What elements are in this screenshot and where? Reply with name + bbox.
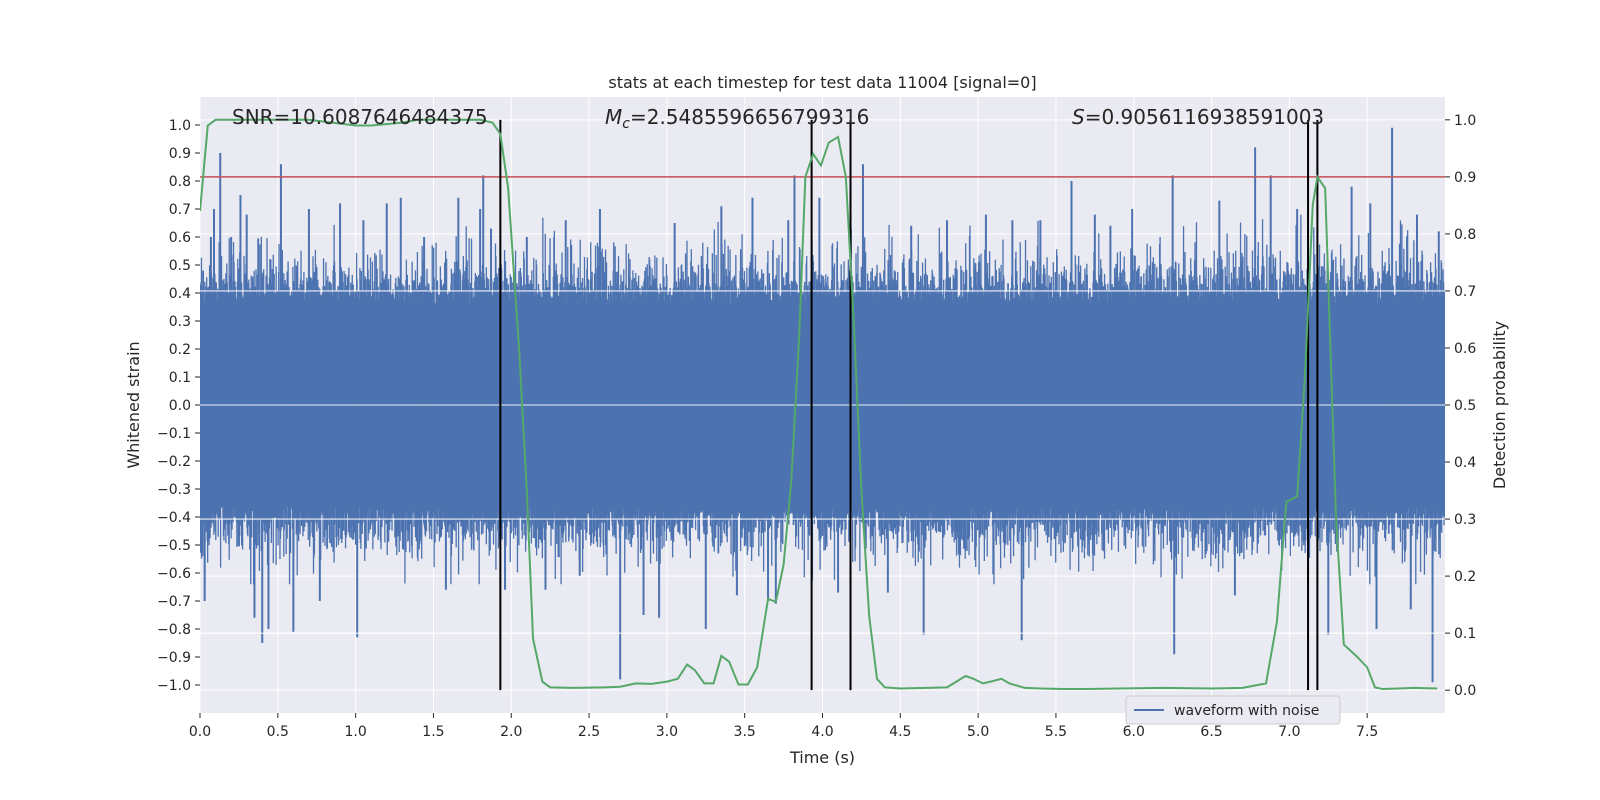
chirp-mass-subscript: c	[622, 116, 630, 132]
y-tick-label: 0.7	[169, 202, 191, 218]
legend-box	[1125, 695, 1341, 725]
x-tick-label: 5.5	[1045, 724, 1067, 740]
chirp-mass-annotation: Mc=2.5485596656799316	[605, 105, 869, 132]
x-tick-label: 6.0	[1123, 724, 1145, 740]
detection-probability-line	[200, 118, 1438, 691]
x-tick-label: 6.5	[1200, 724, 1222, 740]
x-tick-label: 2.5	[578, 724, 600, 740]
y-tick-label: 0.3	[169, 314, 191, 330]
s-symbol: S	[1072, 105, 1085, 129]
y-tick-label: 0.5	[169, 258, 191, 274]
overlay	[200, 118, 1445, 691]
y2-tick-label: 0.3	[1454, 512, 1476, 528]
y-tick-label: −0.5	[157, 538, 191, 554]
s-annotation: S=0.9056116938591003	[1072, 105, 1324, 129]
y-tick-label: −0.1	[157, 426, 191, 442]
x-tick-label: 2.0	[500, 724, 522, 740]
chirp-mass-symbol: M	[605, 105, 622, 129]
legend[interactable]: waveform with noise	[1125, 695, 1341, 725]
y2-tick-label: 0.8	[1454, 227, 1476, 243]
y-tick-label: 0.1	[169, 370, 191, 386]
y-tick-label: 0.8	[169, 174, 191, 190]
x-tick-label: 0.0	[189, 724, 211, 740]
y-tick-label: 0.2	[169, 342, 191, 358]
y-tick-label: −0.6	[157, 566, 191, 582]
y2-axis-label: Detection probability	[1490, 321, 1509, 489]
x-tick-label: 3.5	[734, 724, 756, 740]
annotations: SNR=10.6087646484375 Mc=2.54855966567993…	[232, 105, 1324, 132]
y-tick-label: −0.8	[157, 622, 191, 638]
y2-tick-label: 1.0	[1454, 113, 1476, 129]
chirp-mass-value: =2.5485596656799316	[630, 105, 869, 129]
y2-tick-label: 0.9	[1454, 170, 1476, 186]
y2-tick-label: 0.1	[1454, 626, 1476, 642]
y-tick-label: −0.3	[157, 482, 191, 498]
y2-tick-label: 0.4	[1454, 455, 1476, 471]
y-tick-label: −1.0	[157, 678, 191, 694]
y2-tick-label: 0.0	[1454, 683, 1476, 699]
x-axis-label: Time (s)	[789, 748, 855, 767]
y-tick-label: −0.7	[157, 594, 191, 610]
y-axis-label: Whitened strain	[124, 341, 143, 468]
y-tick-label: 1.0	[169, 118, 191, 134]
y-tick-label: −0.9	[157, 650, 191, 666]
y-tick-label: 0.0	[169, 398, 191, 414]
y-tick-label: −0.4	[157, 510, 191, 526]
x-tick-label: 4.5	[889, 724, 911, 740]
y2-tick-label: 0.5	[1454, 398, 1476, 414]
y2-tick-label: 0.7	[1454, 284, 1476, 300]
waveform-series	[200, 127, 1445, 683]
x-tick-label: 3.0	[656, 724, 678, 740]
y-tick-label: 0.6	[169, 230, 191, 246]
y-tick-label: −0.2	[157, 454, 191, 470]
snr-annotation: SNR=10.6087646484375	[232, 105, 488, 129]
x-tick-label: 1.0	[344, 724, 366, 740]
chart-title: stats at each timestep for test data 110…	[608, 73, 1036, 92]
axes: 0.0 0.5 1.0 1.5 2.0 2.5 3.0 3.5 4.0 4.5 5.0 5.5 6.0 6…	[157, 113, 1476, 740]
y-tick-label: 0.9	[169, 146, 191, 162]
x-tick-label: 7.0	[1278, 724, 1300, 740]
x-tick-label: 0.5	[267, 724, 289, 740]
legend-label-waveform: waveform with noise	[1174, 703, 1319, 719]
x-tick-label: 7.5	[1356, 724, 1378, 740]
s-value: =0.9056116938591003	[1085, 105, 1324, 129]
x-tick-label: 5.0	[967, 724, 989, 740]
y-tick-label: 0.4	[169, 286, 191, 302]
x-tick-label: 4.0	[811, 724, 833, 740]
y2-tick-label: 0.2	[1454, 569, 1476, 585]
x-tick-label: 1.5	[422, 724, 444, 740]
y2-tick-label: 0.6	[1454, 341, 1476, 357]
